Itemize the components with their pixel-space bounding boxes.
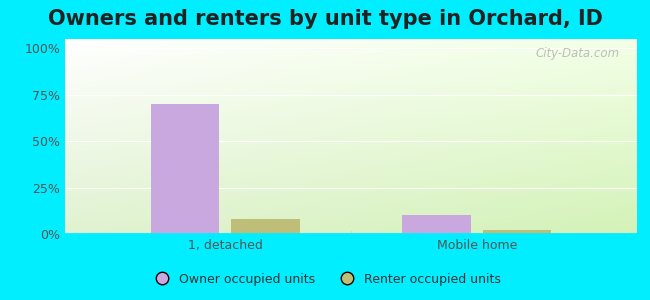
Bar bbox=[482, 230, 551, 234]
Text: Owners and renters by unit type in Orchard, ID: Owners and renters by unit type in Orcha… bbox=[47, 9, 603, 29]
Legend: Owner occupied units, Renter occupied units: Owner occupied units, Renter occupied un… bbox=[144, 268, 506, 291]
Text: City-Data.com: City-Data.com bbox=[536, 47, 620, 60]
Bar bbox=[402, 215, 471, 234]
Bar bbox=[231, 219, 300, 234]
Bar bbox=[151, 104, 220, 234]
